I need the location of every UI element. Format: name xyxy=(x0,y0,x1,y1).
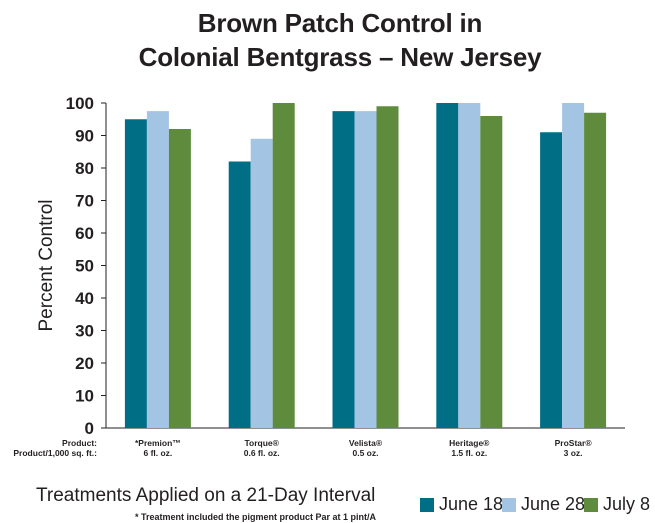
legend-label: June 28 xyxy=(521,494,586,514)
bar-july-8 xyxy=(480,116,503,428)
category-label-rate: 1.5 fl. oz. xyxy=(451,448,487,458)
y-tick-label: 100 xyxy=(66,94,94,113)
category-label-rate: 3 oz. xyxy=(564,448,583,458)
y-tick-label: 0 xyxy=(85,419,94,438)
chart-title-line-2: Colonial Bentgrass – New Jersey xyxy=(138,42,542,72)
bar-july-8 xyxy=(584,112,607,428)
category-label-product: Heritage® xyxy=(449,438,490,448)
bar-june-28 xyxy=(146,111,169,428)
bar-june-28 xyxy=(458,103,481,428)
bar-june-28 xyxy=(354,111,377,428)
category-label-product: Torque® xyxy=(244,438,279,448)
category-label-rate: 0.5 oz. xyxy=(353,448,379,458)
bar-june-18 xyxy=(540,132,563,428)
footnote: * Treatment included the pigment product… xyxy=(135,512,377,522)
y-tick-label: 80 xyxy=(75,159,94,178)
legend-swatch xyxy=(502,497,516,512)
legend-label: July 8 xyxy=(603,494,651,514)
chart-axes: Percent Control xyxy=(36,103,625,429)
category-label-rate: 6 fl. oz. xyxy=(143,448,172,458)
y-tick-label: 60 xyxy=(75,224,94,243)
y-tick-label: 50 xyxy=(75,257,94,276)
bar-june-18 xyxy=(124,119,147,428)
y-tick-label: 70 xyxy=(75,192,94,211)
legend-label: June 18 xyxy=(439,494,504,514)
chart-bars xyxy=(124,103,607,428)
row-header-rate: Product/1,000 sq. ft.: xyxy=(13,448,97,458)
y-axis-label: Percent Control xyxy=(36,199,57,331)
legend-item-june-18: June 18 xyxy=(420,494,503,515)
y-tick-label: 10 xyxy=(75,387,94,406)
x-category-labels: Product:Product/1,000 sq. ft.: *Premion™6… xyxy=(13,438,592,458)
row-header-product: Product: xyxy=(62,438,97,448)
y-tick-labels: 0 10 20 30 40 50 60 70 80 90 100 xyxy=(66,94,106,438)
bar-july-8 xyxy=(272,103,295,428)
bar-june-28 xyxy=(250,138,273,428)
y-tick-label: 20 xyxy=(75,354,94,373)
y-tick-label: 40 xyxy=(75,289,94,308)
legend-swatch xyxy=(420,497,434,512)
legend-swatch xyxy=(584,497,598,512)
category-label-product: *Premion™ xyxy=(135,438,181,448)
category-label-rate: 0.6 fl. oz. xyxy=(244,448,280,458)
bar-june-18 xyxy=(436,103,459,428)
bar-june-18 xyxy=(332,111,355,428)
legend-item-june-28: June 28 xyxy=(502,494,585,515)
y-tick-label: 90 xyxy=(75,127,94,146)
bar-june-28 xyxy=(562,103,585,428)
bar-july-8 xyxy=(376,106,399,428)
chart-title-line-1: Brown Patch Control in xyxy=(197,8,483,38)
legend-item-july-8: July 8 xyxy=(584,494,650,515)
category-label-product: ProStar® xyxy=(555,438,593,448)
bar-june-18 xyxy=(228,161,251,428)
bar-july-8 xyxy=(168,129,191,428)
y-tick-label: 30 xyxy=(75,322,94,341)
category-label-product: Velista® xyxy=(349,438,383,448)
treatments-note: Treatments Applied on a 21-Day Interval xyxy=(36,485,376,506)
